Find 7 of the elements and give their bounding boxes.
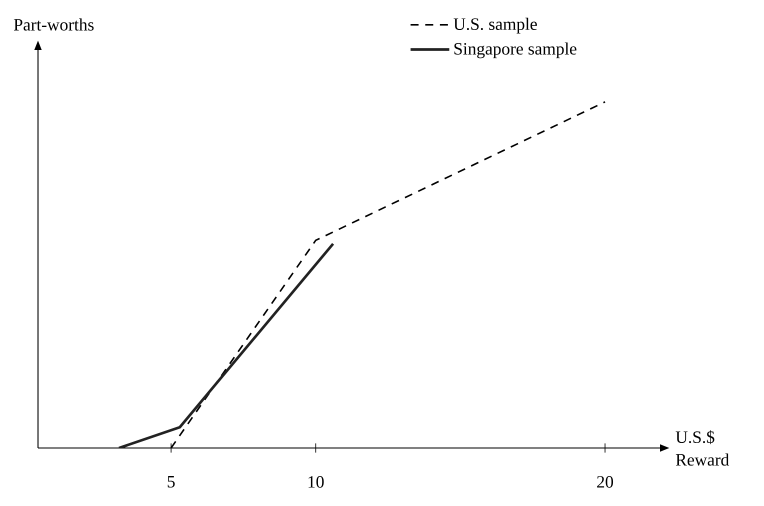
x-axis-title: U.S.$ Reward: [676, 430, 730, 466]
y-axis-title: Part-worths: [14, 18, 94, 31]
x-tick-label: 5: [168, 476, 175, 488]
x-tick-label: 10: [308, 476, 324, 488]
legend-label: Singapore sample: [454, 42, 576, 58]
legend-label: U.S. sample: [454, 18, 537, 34]
x-tick-label: 20: [597, 476, 614, 488]
